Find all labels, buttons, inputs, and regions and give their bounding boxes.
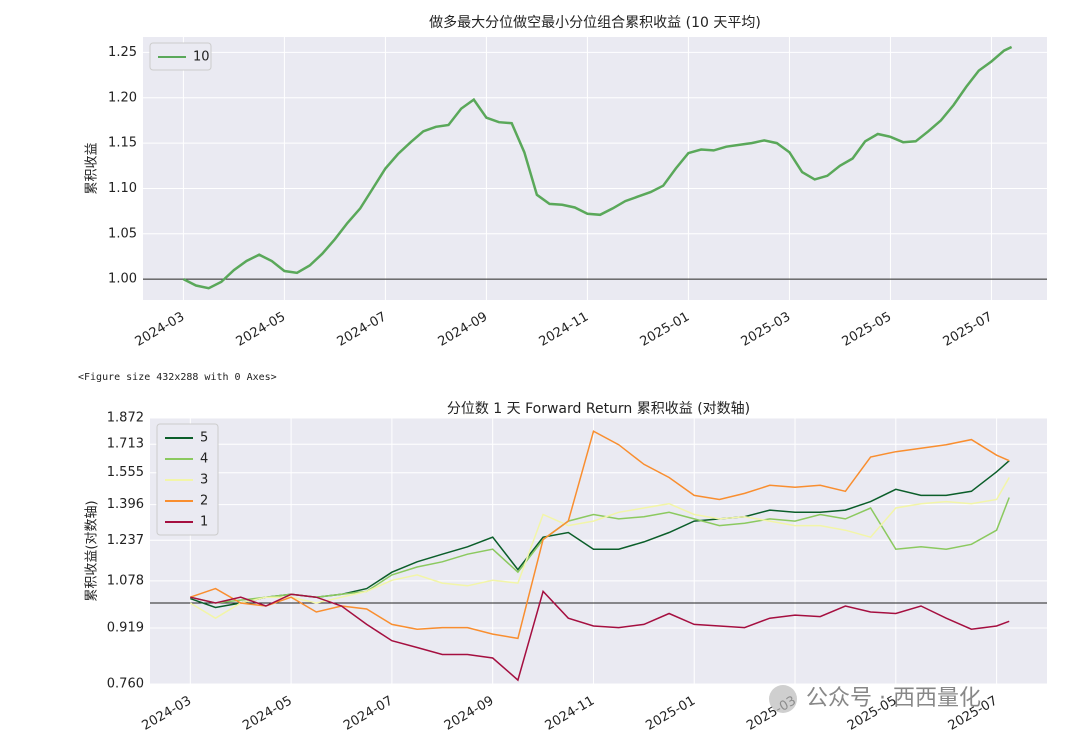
legend-label: 3 [200, 473, 208, 488]
y-tick-label: 1.713 [107, 437, 144, 452]
x-tick-label: 2024-11 [543, 694, 598, 734]
x-tick-label: 2024-07 [335, 310, 390, 350]
watermark-text: 公众号 · 西西量化 [806, 686, 981, 711]
series-line [189, 477, 1010, 620]
x-tick-label: 2025-03 [739, 310, 794, 350]
plot-area [143, 37, 1047, 300]
x-tick-label: 2024-09 [442, 694, 497, 734]
legend-label: 4 [200, 452, 208, 467]
y-tick-label: 1.10 [108, 181, 137, 196]
y-axis-label: 累积收益 [85, 142, 100, 194]
y-tick-label: 1.20 [108, 90, 137, 105]
legend-label: 10 [193, 50, 210, 65]
x-tick-label: 2025-01 [638, 310, 693, 350]
legend-label: 1 [200, 515, 208, 530]
chart-title: 分位数 1 天 Forward Return 累积收益 (对数轴) [447, 401, 750, 417]
figure-note: <Figure size 432x288 with 0 Axes> [78, 372, 277, 383]
x-tick-label: 2024-09 [436, 310, 491, 350]
series-line [190, 430, 1010, 640]
y-tick-label: 1.00 [108, 272, 137, 287]
x-tick-label: 2025-05 [840, 310, 895, 350]
x-tick-label: 2024-07 [341, 694, 396, 734]
x-tick-label: 2025-01 [643, 694, 698, 734]
y-tick-label: 1.555 [107, 465, 144, 480]
plot-area [150, 418, 1047, 684]
watermark: 公众号 · 西西量化 [769, 685, 981, 713]
x-tick-label: 2024-03 [133, 310, 188, 350]
x-tick-label: 2024-05 [234, 310, 289, 350]
legend-label: 2 [200, 494, 208, 509]
x-tick-label: 2025-07 [941, 310, 996, 350]
watermark-icon [769, 685, 797, 713]
y-tick-label: 1.15 [108, 136, 137, 151]
chart-title: 做多最大分位做空最小分位组合累积收益 (10 天平均) [429, 14, 761, 31]
y-axis-label: 累积收益(对数轴) [85, 500, 100, 601]
legend-label: 5 [200, 431, 208, 446]
y-tick-label: 1.078 [107, 573, 144, 588]
y-tick-label: 1.872 [107, 411, 144, 426]
x-tick-label: 2024-05 [240, 694, 295, 734]
x-tick-label: 2024-11 [537, 310, 592, 350]
x-tick-label: 2024-03 [140, 694, 195, 734]
y-tick-label: 1.25 [108, 45, 137, 60]
series-line [182, 45, 1013, 290]
series-line [190, 589, 1010, 682]
y-tick-label: 1.05 [108, 226, 137, 241]
y-tick-label: 0.760 [107, 677, 144, 692]
y-tick-label: 1.237 [107, 533, 144, 548]
y-tick-label: 0.919 [107, 620, 144, 635]
y-tick-label: 1.396 [107, 497, 144, 512]
